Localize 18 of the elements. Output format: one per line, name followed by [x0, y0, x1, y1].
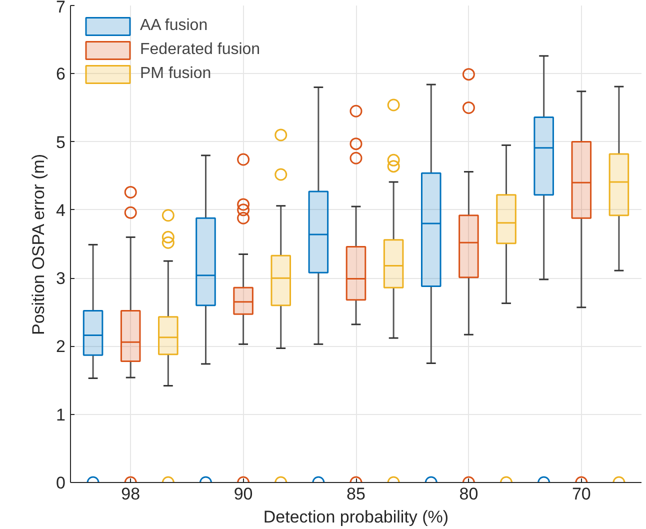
x-tick-label: 85 [346, 484, 366, 504]
x-tick-label: 70 [572, 484, 591, 504]
y-axis-title: Position OSPA error (m) [29, 154, 48, 335]
y-tick-label: 6 [56, 64, 66, 84]
y-tick-label: 5 [56, 132, 66, 152]
y-tick-label: 2 [56, 337, 66, 356]
y-tick-label: 0 [56, 474, 66, 492]
x-tick-label: 90 [234, 484, 253, 504]
x-tick-label: 80 [459, 484, 478, 504]
x-axis-title: Detection probability (%) [263, 508, 449, 526]
legend-label: PM fusion [140, 65, 212, 83]
y-tick-label: 4 [56, 200, 66, 220]
y-tick-label: 1 [56, 405, 66, 424]
y-tick-label: 3 [56, 269, 66, 288]
legend-label: AA fusion [140, 17, 208, 35]
x-tick-label: 98 [121, 484, 140, 504]
y-tick-label: 7 [56, 0, 66, 16]
legend-label: Federated fusion [140, 41, 260, 59]
